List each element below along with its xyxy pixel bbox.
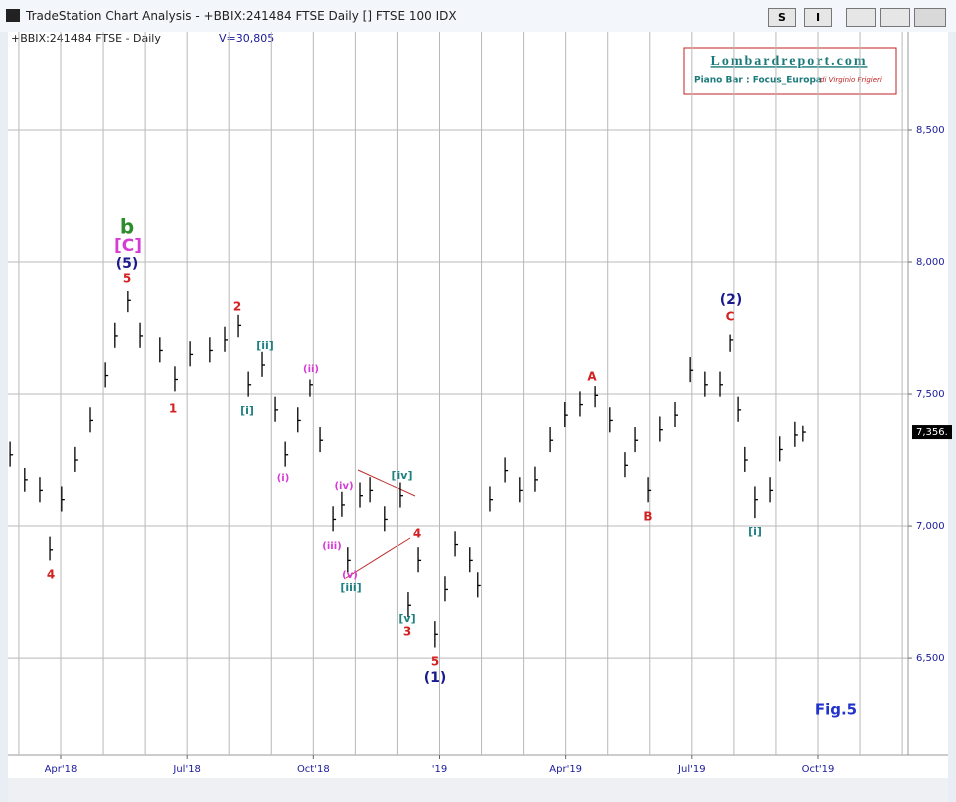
style-button[interactable]: S xyxy=(768,8,796,27)
maximize-button[interactable] xyxy=(880,8,910,27)
wave-label: 5 xyxy=(431,655,439,669)
triangle-line xyxy=(357,469,416,497)
chart-background xyxy=(8,32,948,802)
wave-label: [ii] xyxy=(256,339,274,352)
volume-label: V=30,805 xyxy=(219,32,274,45)
scrollbar[interactable] xyxy=(8,778,948,802)
logo-box xyxy=(683,47,897,95)
window-title: TradeStation Chart Analysis - +BBIX:2414… xyxy=(26,9,457,23)
wave-label: (1) xyxy=(424,670,447,686)
minimize-button[interactable] xyxy=(846,8,876,27)
close-button[interactable] xyxy=(914,8,946,27)
x-tick-label: Apr'19 xyxy=(549,764,582,775)
last-price-tag xyxy=(912,425,952,440)
wave-label: [iii] xyxy=(340,581,361,594)
wave-label: 3 xyxy=(403,625,411,639)
wave-label: 5 xyxy=(123,272,131,286)
wave-label: 1 xyxy=(169,402,177,416)
wave-label: (i) xyxy=(277,473,290,484)
wave-label: [C] xyxy=(114,236,142,256)
logo-subtitle: Piano Bar : Focus_Europa xyxy=(694,76,822,86)
y-tick-label: 8,500 xyxy=(916,125,945,136)
wave-label: [iv] xyxy=(392,469,413,482)
wave-label: (v) xyxy=(342,570,358,581)
wave-label: (2) xyxy=(720,292,743,308)
logo-author: di Virginio Frigieri xyxy=(820,76,882,84)
wave-label: [v] xyxy=(398,612,415,625)
wave-label: C xyxy=(726,310,735,324)
y-tick-label: 7,500 xyxy=(916,389,945,400)
wave-label: (iv) xyxy=(334,481,353,492)
x-tick-label: Apr'18 xyxy=(45,764,78,775)
x-tick-label: Oct'19 xyxy=(802,764,835,775)
last-price-label: 7,356. xyxy=(916,427,948,438)
wave-label: A xyxy=(587,370,597,384)
x-tick-label: Jul'19 xyxy=(677,764,706,775)
chart: +BBIX:241484 FTSE - Daily V=30,805 Lomba… xyxy=(8,32,952,802)
wave-label: b xyxy=(120,215,134,239)
triangle-line xyxy=(345,537,411,579)
app-icon xyxy=(6,9,20,22)
x-tick-label: Jul'18 xyxy=(172,764,201,775)
wave-label: B xyxy=(643,510,652,524)
y-tick-label: 8,000 xyxy=(916,257,945,268)
wave-label: Fig.5 xyxy=(815,701,857,719)
wave-label: (ii) xyxy=(303,364,319,375)
y-tick-label: 6,500 xyxy=(916,653,945,664)
wave-label: 4 xyxy=(47,568,55,582)
insert-button[interactable]: I xyxy=(804,8,832,27)
wave-label: 4 xyxy=(413,527,421,541)
wave-label: (5) xyxy=(116,256,139,272)
wave-label: [i] xyxy=(240,404,254,417)
y-tick-label: 7,000 xyxy=(916,521,945,532)
wave-label: [i] xyxy=(748,525,762,538)
logo-title: Lombardreport.com xyxy=(711,54,868,69)
wave-label: (iii) xyxy=(322,541,341,552)
symbol-label: +BBIX:241484 FTSE - Daily xyxy=(11,32,161,45)
x-tick-label: Oct'18 xyxy=(297,764,330,775)
x-tick-label: '19 xyxy=(432,764,447,775)
wave-label: 2 xyxy=(233,300,241,314)
title-bar: TradeStation Chart Analysis - +BBIX:2414… xyxy=(0,0,956,32)
